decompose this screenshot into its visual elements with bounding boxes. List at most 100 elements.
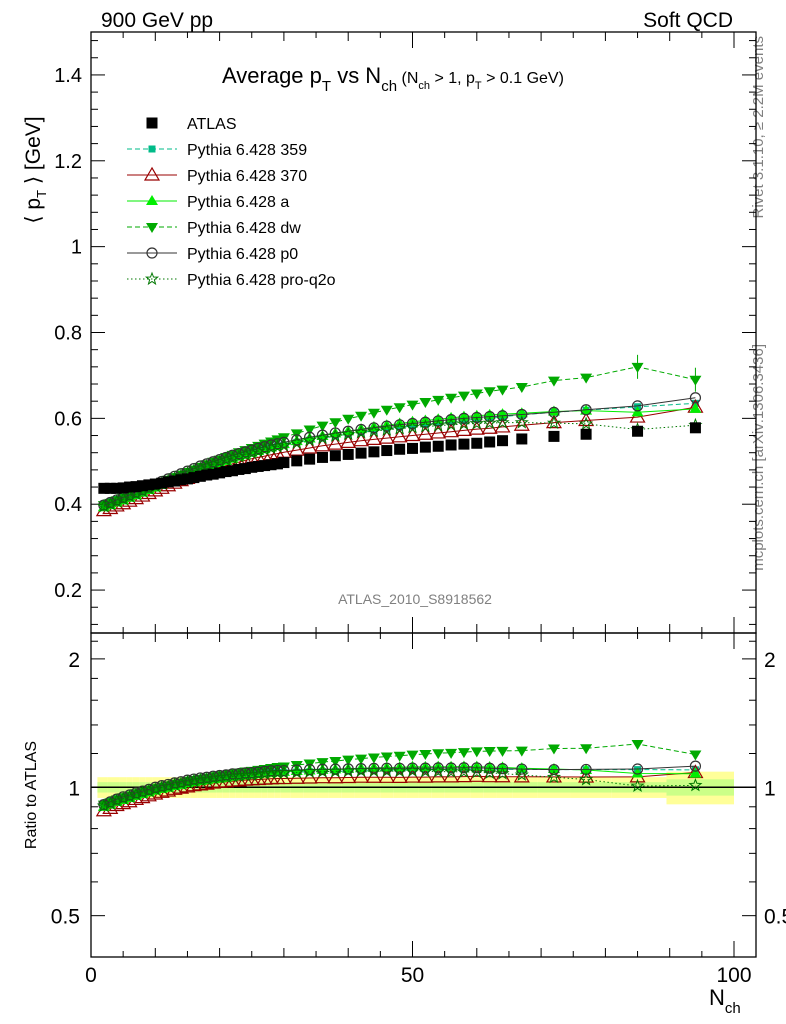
ratio-point (406, 750, 419, 761)
data-point (419, 441, 431, 453)
side-label-mcplots: mcplots.cern.ch [arXiv:1306.3436] (750, 344, 767, 571)
ratio-point (327, 769, 344, 784)
data-point (469, 416, 484, 430)
data-point (515, 383, 528, 394)
ratio-series-line (103, 770, 696, 807)
data-point (303, 425, 316, 436)
data-point (458, 438, 470, 450)
x-tick-label: 0 (85, 964, 97, 987)
ratio-point (122, 789, 137, 803)
data-point (380, 405, 393, 416)
ratio-point (289, 764, 304, 779)
data-point (391, 428, 408, 443)
ratio-point (514, 767, 529, 781)
legend-label: Pythia 6.428 370 (187, 168, 307, 185)
data-point (329, 450, 341, 462)
legend-marker (146, 247, 158, 259)
header-left-label: 900 GeV pp (101, 9, 213, 32)
data-point (547, 376, 560, 387)
ratio-point (167, 777, 182, 791)
ratio-point (689, 760, 702, 772)
data-point (315, 430, 330, 445)
legend-marker (143, 166, 161, 181)
data-point (366, 423, 381, 438)
data-point (226, 465, 238, 477)
ratio-point (257, 766, 272, 780)
ratio-point (445, 762, 457, 774)
ratio-point (516, 763, 528, 775)
ratio-point (148, 782, 163, 796)
ratio-point (341, 763, 356, 778)
data-point (355, 411, 368, 422)
data-point (252, 460, 264, 472)
data-point (381, 445, 393, 457)
ratio-point (251, 766, 266, 781)
legend-entry: Pythia 6.428 pro-q2o (127, 271, 336, 289)
ratio-point (432, 762, 444, 774)
data-point (353, 432, 370, 447)
data-point (484, 411, 496, 423)
data-point (394, 443, 406, 455)
data-point (220, 466, 232, 478)
data-point (304, 453, 316, 465)
ratio-point (494, 768, 511, 783)
data-point (162, 476, 174, 488)
analysis-watermark: ATLAS_2010_S8918562 (338, 591, 492, 607)
data-point (513, 417, 530, 431)
ratio-point (380, 752, 393, 763)
ratio-point (212, 770, 227, 784)
data-point (379, 422, 394, 436)
data-point (484, 436, 496, 448)
data-point (432, 440, 444, 452)
data-point (302, 432, 317, 447)
ratio-point (496, 746, 509, 757)
ratio-point (689, 767, 702, 778)
ratio-point (445, 748, 458, 759)
ratio-point (469, 764, 484, 779)
x-axis-label: Nch (709, 985, 741, 1017)
ratio-point (328, 763, 343, 778)
ratio-point (483, 746, 496, 757)
ratio-point (342, 762, 355, 773)
main-y-tick-label: 1 (71, 237, 82, 259)
side-label-rivet: Rivet 3.1.10, ≥ 2.2M events (750, 36, 767, 219)
ratio-point (496, 763, 509, 775)
legend-marker (144, 271, 160, 286)
data-point (111, 482, 123, 494)
ratio-point (154, 780, 169, 794)
ratio-point (355, 754, 368, 765)
data-point (181, 473, 193, 485)
data-point (246, 461, 258, 473)
data-point (354, 425, 369, 439)
ratio-point (161, 779, 176, 793)
data-point (239, 463, 251, 475)
ratio-point (392, 763, 407, 778)
data-point (301, 439, 318, 454)
ratio-point (418, 763, 433, 778)
ratio-point (547, 744, 560, 755)
main-y-axis-label: ⟨ pT ⟩ [GeV] (22, 116, 49, 223)
legend-entry: Pythia 6.428 370 (127, 166, 307, 185)
data-point (406, 400, 419, 411)
data-point (419, 416, 431, 428)
x-tick-label: 100 (716, 964, 751, 987)
data-point (194, 470, 206, 482)
data-point (355, 447, 367, 459)
main-y-tick-label: 0.6 (54, 408, 82, 430)
data-point (445, 414, 457, 426)
data-point (278, 457, 290, 469)
ratio-point (471, 762, 483, 774)
data-point (631, 400, 644, 412)
data-point (244, 445, 259, 460)
main-y-tick-label: 0.2 (54, 580, 82, 602)
ratio-point (631, 767, 644, 778)
ratio-point (206, 770, 221, 785)
data-point (259, 460, 271, 472)
data-point (207, 468, 219, 480)
data-point (404, 427, 421, 442)
data-point (432, 395, 445, 406)
data-point (419, 398, 432, 409)
ratio-point (470, 747, 483, 758)
ratio-y-tick-label: 0.5 (51, 906, 80, 929)
data-point (432, 415, 444, 427)
